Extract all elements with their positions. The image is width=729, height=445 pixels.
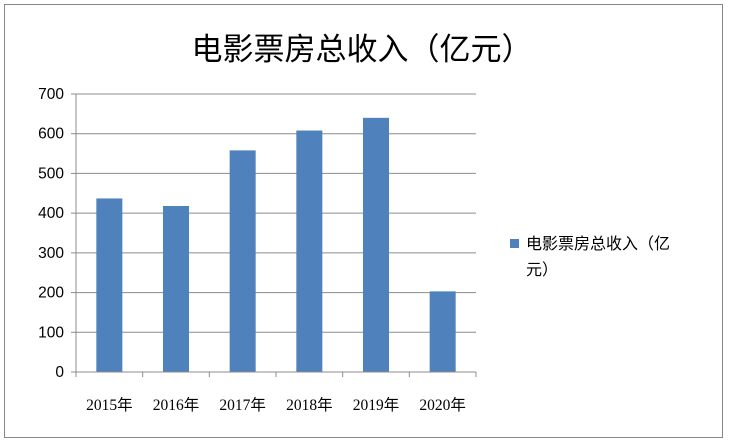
x-axis-labels: 2015年 2016年 2017年 2018年 2019年 2020年	[86, 396, 466, 414]
y-tick-label: 600	[38, 126, 64, 143]
bars	[96, 117, 456, 372]
y-tick-label: 0	[55, 364, 64, 381]
legend-swatch	[510, 239, 519, 248]
y-tick-label: 500	[38, 165, 64, 182]
y-tick-label: 200	[38, 285, 64, 302]
chart-frame: 电影票房总收入（亿元） 0 100 200 300 400 500 600 700 2015年…	[4, 4, 723, 438]
y-tick-label: 100	[38, 324, 64, 341]
bar-chart: 电影票房总收入（亿元） 0 100 200 300 400 500 600 700 2015年…	[38, 32, 670, 414]
x-tick-label: 2016年	[153, 396, 200, 414]
legend-label-line2: 元）	[526, 260, 558, 279]
bar-2015年	[96, 198, 123, 372]
y-axis-ticks: 0 100 200 300 400 500 600 700	[38, 86, 76, 381]
x-tick-label: 2019年	[353, 396, 400, 414]
gridlines	[76, 93, 476, 333]
bar-2018年	[296, 130, 323, 372]
bar-2019年	[363, 117, 389, 372]
chart-title: 电影票房总收入（亿元）	[192, 32, 533, 68]
x-tick-label: 2015年	[86, 396, 133, 414]
y-tick-label: 700	[38, 86, 64, 103]
x-tick-label: 2018年	[286, 396, 333, 414]
legend-label-line1: 电影票房总收入（亿	[526, 234, 670, 253]
x-tick-label: 2017年	[219, 396, 266, 414]
y-tick-label: 300	[38, 245, 64, 262]
legend: 电影票房总收入（亿 元）	[510, 234, 670, 279]
y-tick-label: 400	[38, 205, 64, 222]
bar-2016年	[163, 205, 189, 372]
x-tick-label: 2020年	[419, 396, 466, 414]
bar-2017年	[229, 150, 256, 372]
axes	[75, 94, 477, 377]
bar-2020年	[429, 291, 456, 372]
